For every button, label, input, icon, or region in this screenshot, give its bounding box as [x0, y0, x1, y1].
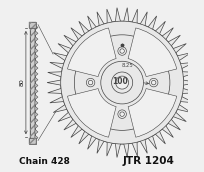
- Polygon shape: [35, 31, 38, 36]
- Polygon shape: [35, 89, 38, 94]
- Circle shape: [117, 110, 126, 118]
- Text: Chain 428: Chain 428: [19, 157, 69, 166]
- Circle shape: [149, 78, 157, 87]
- Polygon shape: [35, 135, 38, 140]
- Polygon shape: [35, 77, 38, 82]
- Polygon shape: [35, 129, 38, 135]
- Wedge shape: [128, 89, 176, 137]
- Polygon shape: [35, 54, 38, 59]
- Circle shape: [100, 61, 143, 104]
- Text: 100: 100: [112, 77, 128, 86]
- Circle shape: [115, 76, 128, 89]
- Bar: [29, 138, 36, 144]
- Polygon shape: [35, 66, 38, 71]
- Polygon shape: [35, 71, 38, 77]
- Circle shape: [119, 49, 124, 53]
- Wedge shape: [128, 28, 176, 77]
- Polygon shape: [35, 36, 38, 42]
- Polygon shape: [35, 123, 38, 129]
- Bar: [30, 25, 35, 141]
- Text: 80: 80: [19, 79, 24, 87]
- Circle shape: [117, 47, 126, 55]
- Wedge shape: [67, 28, 116, 77]
- Circle shape: [88, 80, 92, 85]
- Polygon shape: [35, 100, 38, 105]
- Polygon shape: [35, 25, 38, 30]
- Bar: [29, 138, 36, 144]
- Bar: [29, 22, 36, 28]
- Circle shape: [60, 21, 183, 144]
- Polygon shape: [35, 118, 38, 123]
- Bar: [30, 25, 35, 141]
- Circle shape: [119, 112, 124, 116]
- Polygon shape: [35, 83, 38, 88]
- Bar: [29, 22, 36, 28]
- Polygon shape: [35, 60, 38, 65]
- Polygon shape: [35, 48, 38, 53]
- Polygon shape: [35, 112, 38, 117]
- Text: JTR 1204: JTR 1204: [122, 156, 174, 166]
- Circle shape: [151, 80, 155, 85]
- Wedge shape: [67, 89, 116, 137]
- Polygon shape: [35, 42, 38, 47]
- Circle shape: [86, 78, 94, 87]
- Polygon shape: [35, 106, 38, 111]
- Polygon shape: [47, 8, 196, 158]
- Circle shape: [111, 72, 132, 93]
- Circle shape: [74, 35, 169, 130]
- Polygon shape: [35, 94, 38, 100]
- Text: 8.25: 8.25: [121, 63, 133, 68]
